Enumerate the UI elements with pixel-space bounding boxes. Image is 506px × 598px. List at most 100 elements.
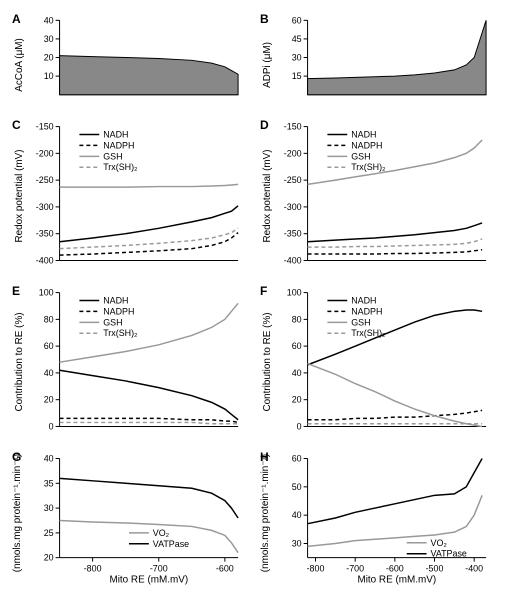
panel-e-ylabel: Contribution to RE (%) xyxy=(14,312,25,411)
panel-c-ylabel: Redox potential (mV) xyxy=(14,149,25,242)
panel-a-plot: 10203040 AcCoA (μM) xyxy=(10,10,248,110)
svg-text:20: 20 xyxy=(44,395,54,405)
svg-text:-600: -600 xyxy=(216,564,234,574)
svg-text:-700: -700 xyxy=(150,564,168,574)
svg-text:100: 100 xyxy=(39,288,54,298)
panel-d-label: D xyxy=(260,118,269,132)
series-VATPase xyxy=(60,478,239,518)
svg-text:-250: -250 xyxy=(36,175,54,185)
panel-d-legend: NADHNADPHGSHTrx(SH)₂ xyxy=(327,129,386,172)
svg-text:10: 10 xyxy=(44,71,54,81)
panel-f-axes xyxy=(308,293,486,427)
svg-text:40: 40 xyxy=(44,368,54,378)
svg-text:-200: -200 xyxy=(36,148,54,158)
series-VO2 xyxy=(308,495,483,546)
svg-text:-400: -400 xyxy=(36,255,54,265)
panel-h-plot: 30405060-800-700-600-500-400 VO₂VATPase … xyxy=(258,448,496,588)
panel-c-plot: -400-350-300-250-200-150 NADHNADPHGSHTrx… xyxy=(10,116,248,276)
panel-d-ylabel: Redox potential (mV) xyxy=(262,149,273,242)
legend-label-NADPH: NADPH xyxy=(351,140,382,150)
legend-label-VATPase: VATPase xyxy=(153,539,189,549)
panel-c-legend: NADHNADPHGSHTrx(SH)₂ xyxy=(79,129,138,172)
svg-text:25: 25 xyxy=(44,528,54,538)
legend-label-NADH: NADH xyxy=(103,129,128,139)
series-NADPH xyxy=(60,233,239,255)
panel-h-ylabel: (nmols.mg protein⁻¹.min⁻¹) xyxy=(260,454,271,572)
legend-label-VATPase: VATPase xyxy=(431,549,467,559)
svg-text:40: 40 xyxy=(44,453,54,463)
panel-g-label: G xyxy=(12,450,21,464)
legend-label-GSH: GSH xyxy=(351,151,370,161)
legend-label-GSH: GSH xyxy=(103,151,122,161)
series-NADH xyxy=(60,206,239,242)
svg-text:20: 20 xyxy=(44,553,54,563)
svg-text:-600: -600 xyxy=(386,564,404,574)
panel-f: F 020406080100 NADHNADPHGSHTrx(SH)₂ Cont… xyxy=(258,282,496,442)
svg-text:-800: -800 xyxy=(84,564,102,574)
panel-e-axes xyxy=(60,293,239,427)
legend-label-Trx(SH)₂: Trx(SH)₂ xyxy=(351,328,386,338)
svg-text:0: 0 xyxy=(297,421,302,431)
series-NADH xyxy=(60,370,239,420)
svg-text:80: 80 xyxy=(44,314,54,324)
legend-label-Trx(SH)₂: Trx(SH)₂ xyxy=(103,328,138,338)
panel-h-legend: VO₂VATPase xyxy=(407,538,467,559)
panel-d: D -400-350-300-250-200-150 NADHNADPHGSHT… xyxy=(258,116,496,276)
svg-text:50: 50 xyxy=(292,482,302,492)
panel-f-legend: NADHNADPHGSHTrx(SH)₂ xyxy=(327,295,386,338)
series-VO2 xyxy=(60,520,239,552)
series-Trx(SH)2 xyxy=(60,422,239,423)
panel-e-label: E xyxy=(12,284,20,298)
legend-label-GSH: GSH xyxy=(103,317,122,327)
svg-text:-150: -150 xyxy=(36,122,54,132)
panel-h-xlabel: Mito RE (mM.mV) xyxy=(357,574,436,585)
panel-b-label: B xyxy=(260,12,269,26)
panel-c-axes xyxy=(60,127,239,261)
svg-text:30: 30 xyxy=(44,34,54,44)
svg-text:-500: -500 xyxy=(426,564,444,574)
figure-grid: A 10203040 AcCoA (μM) B 15304560 ADPi (μ… xyxy=(10,10,496,588)
svg-text:30: 30 xyxy=(292,52,302,62)
svg-text:40: 40 xyxy=(292,510,302,520)
svg-text:40: 40 xyxy=(44,15,54,25)
legend-label-NADH: NADH xyxy=(103,295,128,305)
svg-text:-700: -700 xyxy=(346,564,364,574)
series-GSH xyxy=(308,140,483,184)
svg-text:60: 60 xyxy=(292,453,302,463)
legend-label-Trx(SH)₂: Trx(SH)₂ xyxy=(351,162,386,172)
svg-text:30: 30 xyxy=(292,538,302,548)
svg-text:40: 40 xyxy=(292,368,302,378)
svg-text:-150: -150 xyxy=(284,122,302,132)
svg-text:-250: -250 xyxy=(284,175,302,185)
svg-text:80: 80 xyxy=(292,314,302,324)
svg-text:60: 60 xyxy=(44,341,54,351)
panel-b-plot: 15 30 45 60 ADPi (μM) xyxy=(258,10,496,110)
svg-text:15: 15 xyxy=(292,71,302,81)
svg-text:45: 45 xyxy=(292,34,302,44)
legend-label-NADPH: NADPH xyxy=(351,306,382,316)
svg-text:30: 30 xyxy=(44,503,54,513)
svg-text:20: 20 xyxy=(44,52,54,62)
svg-text:35: 35 xyxy=(44,478,54,488)
legend-label-GSH: GSH xyxy=(351,317,370,327)
panel-g-ylabel: (nmols.mg protein⁻¹.min⁻¹) xyxy=(12,454,23,572)
svg-text:100: 100 xyxy=(287,288,302,298)
panel-f-plot: 020406080100 NADHNADPHGSHTrx(SH)₂ Contri… xyxy=(258,282,496,442)
series-NADPH xyxy=(308,410,483,419)
panel-g-xlabel: Mito RE (mM.mV) xyxy=(109,574,188,585)
svg-text:-300: -300 xyxy=(36,202,54,212)
legend-label-VO₂: VO₂ xyxy=(153,528,170,538)
series-area xyxy=(60,56,239,95)
panel-b-ylabel: ADPi (μM) xyxy=(262,42,273,88)
legend-label-VO₂: VO₂ xyxy=(431,538,448,548)
svg-text:-300: -300 xyxy=(284,202,302,212)
svg-text:-350: -350 xyxy=(284,229,302,239)
panel-f-label: F xyxy=(260,284,267,298)
legend-label-NADH: NADH xyxy=(351,129,376,139)
svg-text:-400: -400 xyxy=(284,255,302,265)
panel-g-axes xyxy=(60,459,239,558)
legend-label-NADPH: NADPH xyxy=(103,140,134,150)
series-area xyxy=(308,20,486,94)
svg-text:60: 60 xyxy=(292,15,302,25)
panel-g-plot: 20 25 30 35 40 -800 -700 -600 VO₂VATPase (nmols… xyxy=(10,448,248,588)
